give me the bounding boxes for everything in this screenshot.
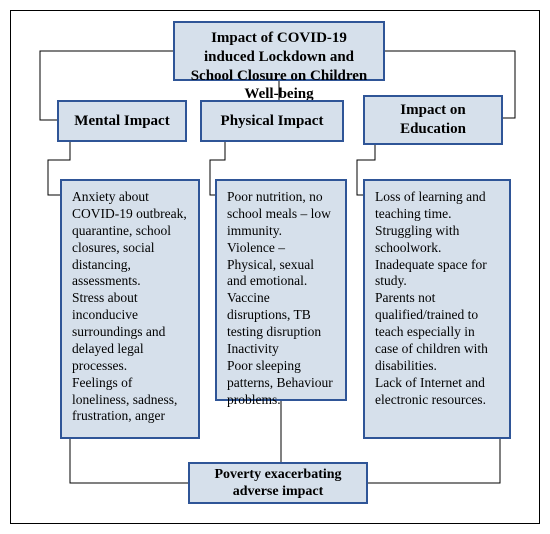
category-mental-label: Mental Impact bbox=[74, 112, 169, 131]
category-mental: Mental Impact bbox=[57, 100, 187, 142]
category-physical-label: Physical Impact bbox=[221, 112, 324, 131]
detail-mental: Anxiety about COVID-19 outbreak, quarant… bbox=[60, 179, 200, 439]
detail-education: Loss of learning and teaching time. Stru… bbox=[363, 179, 511, 439]
title-box: Impact of COVID-19 induced Lockdown and … bbox=[173, 21, 385, 81]
bottom-box: Poverty exacerbating adverse impact bbox=[188, 462, 368, 504]
category-education-label: Impact on Education bbox=[375, 101, 491, 139]
bottom-text: Poverty exacerbating adverse impact bbox=[200, 466, 356, 501]
detail-education-text: Loss of learning and teaching time. Stru… bbox=[375, 189, 488, 407]
category-education: Impact on Education bbox=[363, 95, 503, 145]
detail-mental-text: Anxiety about COVID-19 outbreak, quarant… bbox=[72, 189, 187, 423]
detail-physical: Poor nutrition, no school meals – low im… bbox=[215, 179, 347, 401]
category-physical: Physical Impact bbox=[200, 100, 344, 142]
detail-physical-text: Poor nutrition, no school meals – low im… bbox=[227, 189, 333, 407]
